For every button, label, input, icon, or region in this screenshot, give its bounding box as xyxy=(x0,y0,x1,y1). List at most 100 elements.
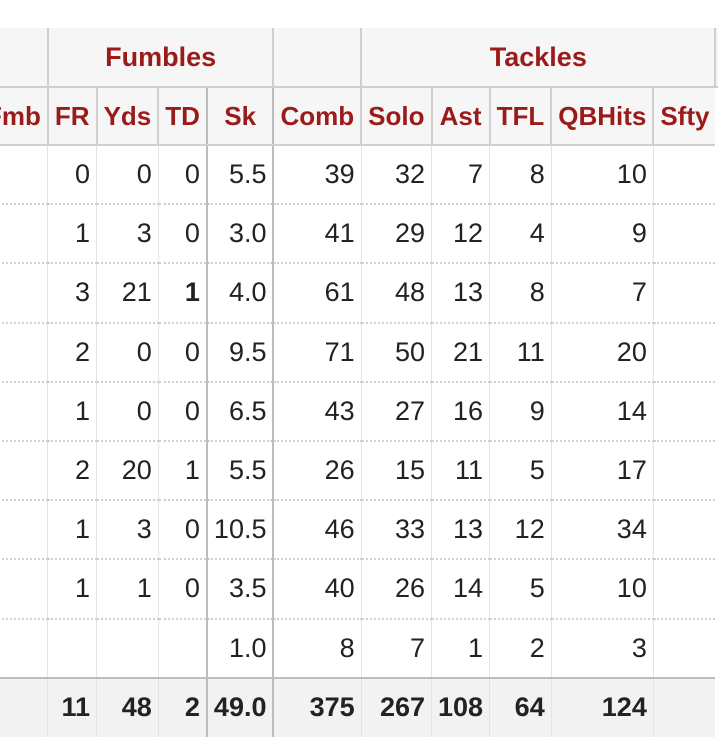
cell-comb: 71 xyxy=(272,322,362,383)
cell-fmb: 0 xyxy=(0,381,48,442)
cell-td: 0 xyxy=(157,145,207,206)
cell-fr: 2 xyxy=(47,440,97,502)
group-header-blank-left xyxy=(0,28,48,88)
cell-sfty xyxy=(652,440,716,502)
cell-fr: 3 xyxy=(47,263,97,324)
cell-yds: 0 xyxy=(96,145,159,206)
col-header-comb[interactable]: Comb xyxy=(272,87,362,146)
cell-ast: 12 xyxy=(430,204,490,265)
col-header-tfl[interactable]: TFL xyxy=(488,87,552,146)
cell-sk: 9.5 xyxy=(205,322,274,383)
cell-fmb: 0 xyxy=(0,322,48,383)
col-header-qbhits[interactable]: QBHits xyxy=(550,87,654,146)
total-tfl: 64 xyxy=(489,676,552,737)
cell-sk: 5.5 xyxy=(205,440,274,502)
cell-qbhits: 10 xyxy=(550,145,654,206)
cell-tfl: 12 xyxy=(489,500,552,561)
cell-comb: 39 xyxy=(272,145,362,206)
group-header-blank-sacks xyxy=(272,28,362,88)
cell-qbhits: 17 xyxy=(550,440,654,502)
cell-fmb: 0 xyxy=(0,204,48,265)
cell-fmb: 0 xyxy=(0,559,48,620)
cell-fmb: 0 xyxy=(0,145,48,206)
cell-sk: 6.5 xyxy=(205,381,274,442)
cell-solo: 48 xyxy=(360,263,432,324)
cell-solo: 32 xyxy=(360,145,432,206)
cell-qbhits: 9 xyxy=(550,204,654,265)
total-sfty xyxy=(652,676,716,737)
group-header-fumbles: Fumbles xyxy=(46,28,274,88)
cell-td: 1 xyxy=(157,263,207,324)
cell-fmb: 0 xyxy=(0,500,48,561)
cell-sfty xyxy=(652,618,716,679)
cell-tfl: 5 xyxy=(489,559,552,620)
total-td: 2 xyxy=(157,676,207,737)
cell-tfl: 5 xyxy=(489,440,552,502)
cell-yds: 3 xyxy=(96,500,159,561)
cell-comb: 41 xyxy=(272,204,362,265)
group-header-row: Fumbles Tackles xyxy=(0,28,718,88)
cell-ast: 11 xyxy=(430,440,490,502)
cell-ast: 16 xyxy=(430,381,490,442)
total-fr: 11 xyxy=(47,676,97,737)
cell-sk: 1.0 xyxy=(205,618,274,679)
cell-yds: 21 xyxy=(96,263,159,324)
cell-solo: 29 xyxy=(360,204,432,265)
cell-tfl: 2 xyxy=(489,618,552,679)
cell-sk: 10.5 xyxy=(205,500,274,561)
col-header-yds[interactable]: Yds xyxy=(95,87,159,146)
stats-table: Fumbles Tackles Fmb FR Yds TD Sk Comb So… xyxy=(0,28,718,737)
stats-table-viewport[interactable]: Fumbles Tackles Fmb FR Yds TD Sk Comb So… xyxy=(0,28,718,750)
cell-yds: 0 xyxy=(96,322,159,383)
cell-sfty xyxy=(652,204,716,265)
cell-fr: 1 xyxy=(47,559,97,620)
cell-sfty xyxy=(652,322,716,383)
cell-ast: 13 xyxy=(430,500,490,561)
cell-yds xyxy=(96,618,159,679)
cell-fr: 1 xyxy=(47,381,97,442)
cell-fmb: 0 xyxy=(0,440,48,502)
cell-fmb xyxy=(0,618,48,679)
col-header-fmb[interactable]: Fmb xyxy=(0,87,48,146)
cell-sk: 3.5 xyxy=(205,559,274,620)
total-sk: 49.0 xyxy=(205,676,274,737)
column-header-row: Fmb FR Yds TD Sk Comb Solo Ast TFL QBHit… xyxy=(0,87,718,146)
cell-fr: 0 xyxy=(47,145,97,206)
cell-sfty xyxy=(652,263,716,324)
cell-yds: 0 xyxy=(96,381,159,442)
cell-solo: 50 xyxy=(360,322,432,383)
cell-yds: 1 xyxy=(96,559,159,620)
total-ast: 108 xyxy=(430,676,490,737)
cell-td: 0 xyxy=(157,204,207,265)
cell-tfl: 4 xyxy=(489,204,552,265)
total-comb: 375 xyxy=(272,676,362,737)
cell-ast: 14 xyxy=(430,559,490,620)
cell-sfty xyxy=(652,559,716,620)
col-header-fr[interactable]: FR xyxy=(46,87,97,146)
cell-solo: 33 xyxy=(360,500,432,561)
cell-ast: 7 xyxy=(430,145,490,206)
cell-ast: 1 xyxy=(430,618,490,679)
col-header-sk[interactable]: Sk xyxy=(205,87,274,146)
cell-fmb: 0 xyxy=(0,263,48,324)
col-header-solo[interactable]: Solo xyxy=(360,87,432,146)
cell-sfty xyxy=(652,500,716,561)
cell-ast: 21 xyxy=(430,322,490,383)
col-header-td[interactable]: TD xyxy=(157,87,207,146)
col-header-ast[interactable]: Ast xyxy=(430,87,490,146)
group-header-blank-right xyxy=(714,28,718,88)
top-strip xyxy=(0,0,718,30)
group-header-tackles: Tackles xyxy=(360,28,716,88)
cell-sfty xyxy=(652,381,716,442)
total-fmb: 0 xyxy=(0,676,48,737)
cell-solo: 26 xyxy=(360,559,432,620)
cell-tfl: 9 xyxy=(489,381,552,442)
col-header-sfty[interactable]: Sfty xyxy=(652,87,716,146)
